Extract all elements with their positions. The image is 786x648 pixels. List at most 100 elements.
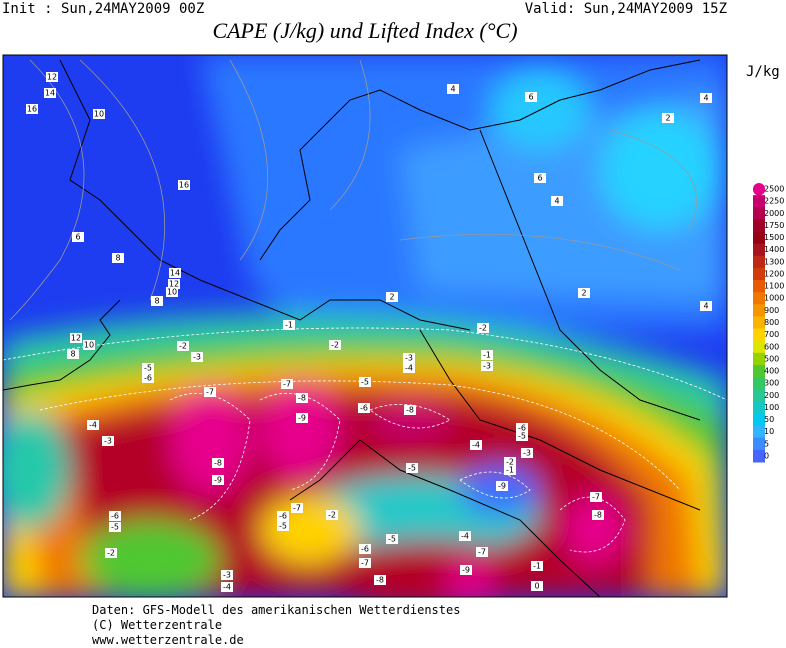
contour-label: 4 [703, 94, 708, 103]
colorbar-label: 0 [764, 451, 769, 460]
colorbar-swatch [753, 255, 765, 269]
contour-label: -9 [462, 566, 470, 575]
contour-label-box [531, 581, 543, 591]
contour-label-box [44, 88, 56, 98]
contour-label: -9 [214, 476, 222, 485]
colorbar-swatch [753, 304, 765, 317]
contour-label-box [178, 180, 190, 190]
colorbar-swatch [753, 377, 765, 390]
contour-label: 8 [70, 350, 75, 359]
contour-label: -3 [483, 362, 491, 371]
colorbar-swatch [753, 364, 765, 378]
contour-label-box [212, 475, 224, 485]
contour-label: -5 [279, 522, 287, 531]
contour-label: -6 [360, 404, 368, 413]
contour-label: -2 [506, 458, 514, 467]
contour-label: -6 [144, 374, 152, 383]
contour-label-box [191, 352, 203, 362]
colorbar-label: 2250 [764, 197, 784, 206]
contour-label: -6 [518, 424, 526, 433]
colorbar-label: 900 [764, 306, 779, 315]
contour-label-box [166, 287, 178, 297]
colorbar-label: 300 [764, 379, 779, 388]
contour-label-box [26, 104, 38, 114]
contour-label-box [590, 492, 602, 502]
contour-label: -8 [406, 406, 414, 415]
contour-label-box [283, 320, 295, 330]
contour-label: -1 [483, 351, 491, 360]
contour-label: 14 [45, 89, 55, 98]
contour-label: -5 [111, 523, 119, 532]
contour-label-box [662, 113, 674, 123]
contour-label-box [87, 420, 99, 430]
contour-label: -6 [111, 512, 119, 521]
contour-label-box [496, 481, 508, 491]
contour-label: 16 [179, 181, 189, 190]
contour-label-box [404, 405, 416, 415]
contour-label: -2 [328, 511, 336, 520]
contour-label: -7 [283, 380, 291, 389]
contour-label: -6 [361, 545, 369, 554]
contour-label-box [470, 440, 482, 450]
contour-label-box [46, 72, 58, 82]
contour-label: 14 [170, 269, 180, 278]
colorbar-label: 200 [764, 391, 779, 400]
colorbar-label: 100 [764, 403, 779, 412]
contour-label: 10 [94, 110, 104, 119]
contour-label: 12 [71, 334, 81, 343]
contour-label-box [525, 92, 537, 102]
contour-label-box [70, 333, 82, 343]
colorbar-label: 1000 [764, 294, 784, 303]
contour-label: 4 [554, 197, 559, 206]
contour-label: -5 [408, 464, 416, 473]
contour-label-box [296, 413, 308, 423]
contour-label-box [109, 522, 121, 532]
contour-label: 12 [47, 73, 57, 82]
contour-label-box [516, 423, 528, 433]
colorbar-swatch [753, 267, 765, 281]
contour-label: 6 [528, 93, 533, 102]
contour-label-box [102, 436, 114, 446]
contour-label-box [551, 196, 563, 206]
contour-label: -4 [472, 441, 480, 450]
contour-label-box [534, 173, 546, 183]
contour-label: 8 [154, 297, 159, 306]
colorbar-label: 700 [764, 330, 779, 339]
contour-label: -7 [361, 559, 369, 568]
contour-label: -2 [331, 341, 339, 350]
contour-label-box [521, 448, 533, 458]
contour-label-box [281, 379, 293, 389]
contour-label-box [277, 521, 289, 531]
contour-label: -3 [405, 354, 413, 363]
colorbar-unit: J/kg [746, 64, 780, 80]
contour-label: 2 [665, 114, 670, 123]
contour-label-box [459, 531, 471, 541]
contour-label-box [481, 361, 493, 371]
footer-line: www.wetterzentrale.de [92, 633, 244, 647]
colorbar-label: 1300 [764, 257, 784, 266]
footer-line: Daten: GFS-Modell des amerikanischen Wet… [92, 603, 460, 617]
contour-label-box [83, 340, 95, 350]
colorbar-label: 10 [764, 427, 774, 436]
contour-label-box [358, 403, 370, 413]
colorbar-label: 2500 [764, 185, 784, 194]
contour-label: -7 [293, 504, 301, 513]
contour-label: 6 [537, 174, 542, 183]
contour-label-box [447, 84, 459, 94]
contour-label-box [476, 547, 488, 557]
colorbar-swatch [753, 328, 765, 342]
contour-label: 16 [27, 105, 37, 114]
colorbar-swatch [753, 183, 765, 196]
contour-label-box [67, 349, 79, 359]
contour-label: -2 [107, 549, 115, 558]
contour-label: -6 [279, 512, 287, 521]
contour-label: -3 [104, 437, 112, 446]
contour-label-box [221, 582, 233, 592]
valid-time: Valid: Sun,24MAY2009 15Z [525, 1, 727, 17]
colorbar-label: 1200 [764, 269, 784, 278]
colorbar-swatch [753, 449, 765, 463]
contour-label: 6 [75, 233, 80, 242]
contour-label-box [142, 373, 154, 383]
contour-label-box [386, 292, 398, 302]
